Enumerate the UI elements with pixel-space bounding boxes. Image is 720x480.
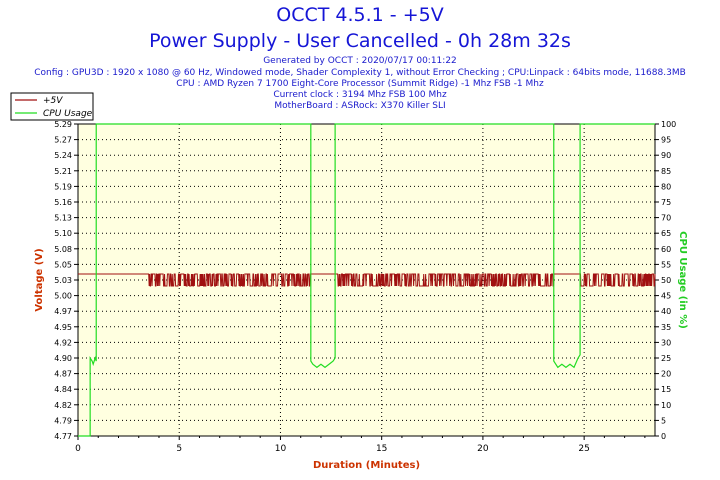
y-tick-label: 4.92	[54, 338, 72, 347]
y-tick-label: 5.19	[54, 182, 72, 191]
x-tick-label: 0	[75, 444, 81, 454]
chart-subtitle: Power Supply - User Cancelled - 0h 28m 3…	[149, 30, 571, 52]
y2-tick-label: 100	[661, 120, 676, 129]
y2-tick-label: 50	[661, 276, 671, 285]
x-axis-label: Duration (Minutes)	[313, 460, 420, 471]
legend-label-cpu: CPU Usage	[43, 109, 93, 119]
y2-tick-label: 10	[661, 401, 671, 410]
y-axis-label: Voltage (V)	[34, 248, 45, 311]
y-tick-label: 5.08	[54, 245, 72, 254]
y2-tick-label: 5	[661, 416, 666, 425]
y2-tick-label: 80	[661, 182, 671, 191]
y-tick-label: 4.79	[54, 416, 72, 425]
y2-tick-label: 30	[661, 338, 671, 347]
y2-tick-label: 45	[661, 292, 671, 301]
config-info: Config : GPU3D : 1920 x 1080 @ 60 Hz, Wi…	[34, 68, 686, 78]
y2-tick-label: 60	[661, 245, 671, 254]
y-tick-label: 5.10	[54, 229, 72, 238]
x-tick-label: 20	[477, 444, 489, 454]
cpu-info: CPU : AMD Ryzen 7 1700 Eight-Core Proces…	[176, 79, 544, 89]
y2-tick-label: 90	[661, 151, 671, 160]
series-voltage-line	[78, 273, 656, 287]
y-tick-label: 5.13	[54, 214, 72, 223]
y-tick-label: 4.95	[54, 323, 72, 332]
y2-tick-label: 55	[661, 260, 671, 269]
y-tick-label: 4.82	[54, 401, 72, 410]
y2-tick-label: 20	[661, 370, 671, 379]
y-tick-label: 4.77	[54, 432, 72, 441]
y-tick-label: 4.87	[54, 370, 72, 379]
chart-title: OCCT 4.5.1 - +5V	[276, 4, 444, 26]
y-tick-label: 5.16	[54, 198, 72, 207]
y2-axis-label: CPU Usage (in %)	[677, 231, 688, 329]
y2-tick-label: 35	[661, 323, 671, 332]
x-tick-label: 10	[275, 444, 287, 454]
motherboard-info: MotherBoard : ASRock: X370 Killer SLI	[274, 101, 446, 111]
x-tick-label: 25	[578, 444, 589, 454]
y-tick-label: 5.05	[54, 260, 72, 269]
y2-tick-label: 95	[661, 136, 671, 145]
y-tick-label: 5.29	[54, 120, 72, 129]
y-tick-label: 5.24	[54, 151, 72, 160]
y-tick-label: 4.84	[54, 385, 72, 394]
y2-tick-label: 25	[661, 354, 671, 363]
legend-label-voltage: +5V	[43, 96, 63, 106]
y2-tick-label: 85	[661, 167, 671, 176]
y-tick-label: 4.97	[54, 307, 72, 316]
y-tick-label: 5.00	[54, 292, 72, 301]
generated-info: Generated by OCCT : 2020/07/17 00:11:22	[263, 56, 457, 66]
y2-tick-label: 70	[661, 214, 671, 223]
y2-tick-label: 0	[661, 432, 666, 441]
series-cpu-line	[78, 123, 655, 437]
legend-box	[10, 92, 94, 121]
y2-tick-label: 15	[661, 385, 671, 394]
y-tick-label: 5.03	[54, 276, 72, 285]
y2-tick-label: 75	[661, 198, 671, 207]
y-tick-label: 5.21	[54, 167, 72, 176]
y-tick-label: 4.90	[54, 354, 72, 363]
y2-tick-label: 65	[661, 229, 671, 238]
y2-tick-label: 40	[661, 307, 671, 316]
y-tick-label: 5.27	[54, 136, 72, 145]
x-tick-label: 15	[376, 444, 387, 454]
x-tick-label: 5	[176, 444, 182, 454]
clock-info: Current clock : 3194 Mhz FSB 100 Mhz	[273, 90, 447, 100]
